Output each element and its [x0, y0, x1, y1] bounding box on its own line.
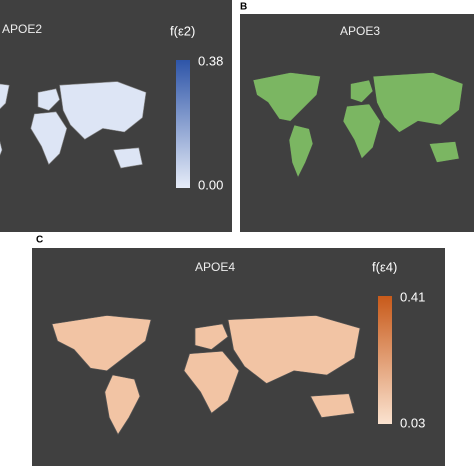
- panel-title: APOE4: [195, 260, 235, 274]
- legend-title: f(ε2): [170, 23, 195, 38]
- panel-title: APOE2: [2, 22, 42, 36]
- color-bar: [176, 60, 190, 188]
- legend-max: 0.38: [198, 53, 223, 68]
- legend-max: 0.41: [400, 289, 425, 304]
- panel-label: B: [240, 2, 247, 13]
- color-bar: [378, 296, 392, 424]
- legend-min: 0.03: [400, 415, 425, 430]
- legend-min: 0.00: [198, 177, 223, 192]
- panel-label: C: [36, 235, 43, 246]
- panel-title: APOE3: [340, 24, 380, 38]
- legend-title: f(ε4): [372, 259, 397, 274]
